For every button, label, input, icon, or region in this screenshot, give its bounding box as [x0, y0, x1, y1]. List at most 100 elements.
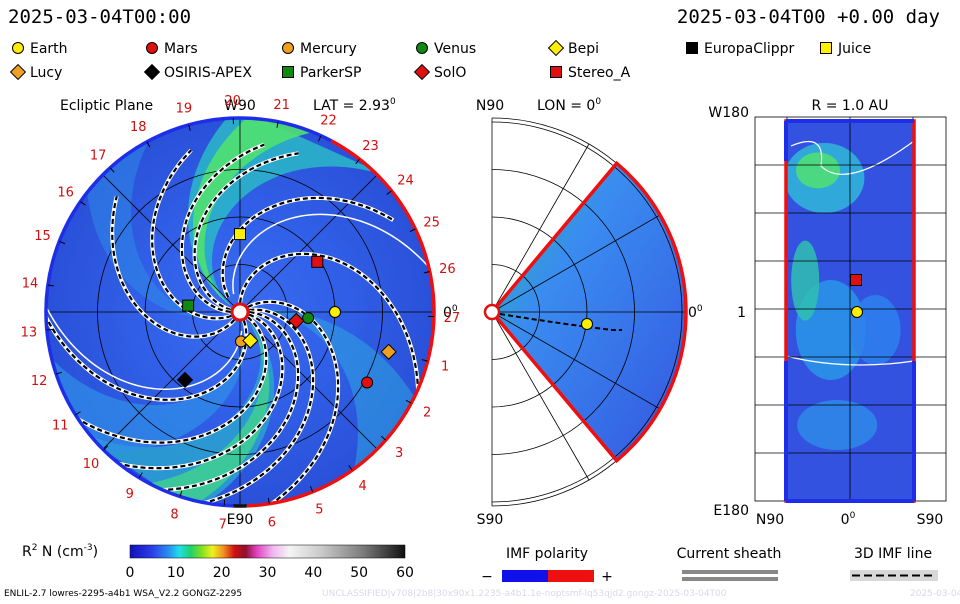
lonlat-body-earth: [852, 307, 863, 318]
lonlat-blob-east: [851, 295, 901, 365]
meridional-lon-label: LON = 00: [537, 97, 601, 114]
lonlat-top-left-label: W180: [708, 105, 749, 121]
legend-entry-osiris-apex: OSIRIS-APEX: [145, 65, 253, 81]
carrington-tick-13: 13: [21, 326, 38, 341]
ecliptic-bottom-label: E90: [227, 512, 254, 528]
carrington-tick-11: 11: [52, 418, 69, 433]
meridional-bottom-label: S90: [477, 512, 504, 528]
legend-label-venus: Venus: [434, 41, 476, 57]
ecliptic-panel: Ecliptic Plane W90 LAT = 2.930 E90 00 20…: [21, 94, 461, 532]
carrington-tick-17: 17: [90, 148, 107, 163]
lonlat-bottom-left-label: E180: [713, 503, 749, 519]
timestamp-right: 2025-03-04T00 +0.00 day: [677, 6, 940, 28]
legend-entry-juice: Juice: [821, 41, 872, 57]
lonlat-panel: R = 1.0 AU W180 1 E180 N90 00 S90: [708, 98, 946, 528]
lonlat-title: R = 1.0 AU: [812, 98, 889, 114]
carrington-tick-22: 22: [320, 113, 337, 128]
current-sheath-title: Current sheath: [677, 546, 782, 562]
legend-marker-solo: [415, 65, 430, 80]
carrington-tick-19: 19: [176, 102, 193, 117]
imf-minus-label: −: [481, 569, 493, 585]
meridional-panel: N90 LON = 00 S90 00: [476, 97, 703, 528]
carrington-tick-24: 24: [397, 174, 414, 189]
legend-entry-venus: Venus: [417, 41, 477, 57]
lonlat-axis-mid: 00: [841, 511, 856, 528]
legend-label-lucy: Lucy: [30, 65, 62, 81]
imf-line-legend: 3D IMF line: [850, 546, 938, 581]
legend-label-solo: SolO: [434, 65, 466, 81]
legend-marker-venus: [417, 43, 428, 54]
imf-line-title: 3D IMF line: [854, 546, 932, 562]
imf-negative-swatch: [502, 570, 548, 582]
sheath-swatch-top: [682, 570, 778, 574]
legend-label-mars: Mars: [164, 41, 198, 57]
sun-marker: [232, 304, 248, 320]
legend-marker-earth: [13, 43, 24, 54]
lonlat-blob-south: [797, 400, 877, 450]
legend-marker-lucy: [11, 65, 26, 80]
timestamp-left: 2025-03-04T00:00: [8, 6, 191, 28]
carrington-tick-25: 25: [423, 215, 440, 230]
lonlat-density-map: [784, 121, 914, 501]
lonlat-axis-right: S90: [917, 512, 944, 528]
carrington-tick-8: 8: [170, 508, 178, 523]
sheath-swatch-bottom: [682, 577, 778, 581]
legend-entry-europaclippr: EuropaClippr: [687, 41, 795, 57]
ecliptic-title: Ecliptic Plane: [60, 98, 153, 114]
carrington-tick-14: 14: [22, 276, 39, 291]
meridional-sun: [485, 305, 499, 319]
legend-entry-stereo-a: Stereo_A: [551, 65, 631, 81]
carrington-tick-9: 9: [126, 487, 134, 502]
legend-entry-solo: SolO: [415, 65, 467, 81]
ecliptic-body-earth: [330, 307, 341, 318]
imf-polarity-legend: IMF polarity − +: [481, 546, 613, 585]
legend-label-parkersp: ParkerSP: [300, 65, 361, 81]
carrington-tick-4: 4: [358, 479, 366, 494]
lonlat-body-stereo-a: [851, 275, 862, 286]
legend-marker-europaclippr: [687, 43, 698, 54]
lonlat-axis-mid-sup: 0: [850, 511, 856, 521]
legend-entry-bepi: Bepi: [549, 41, 599, 57]
colorbar-tick-0: 0: [126, 565, 135, 581]
colorbar-label: R2 N (cm-3): [22, 543, 98, 560]
meridional-lon-sup: 0: [595, 97, 601, 107]
ecliptic-body-stereo-a: [312, 256, 323, 267]
run-watermark: UNCLASSIFIED|v708|2b8|30x90x1.2235-a4b1.…: [322, 589, 727, 599]
legend-label-stereo-a: Stereo_A: [568, 65, 631, 81]
carrington-tickmark-13: [47, 329, 53, 330]
legend-entry-parkersp: ParkerSP: [283, 65, 362, 81]
carrington-tick-27: 27: [444, 311, 461, 326]
legend-marker-osiris-apex: [145, 65, 160, 80]
colorbar-gradient: [130, 545, 405, 558]
legend-label-earth: Earth: [30, 41, 68, 57]
legend-entry-lucy: Lucy: [11, 65, 63, 81]
carrington-tick-16: 16: [57, 185, 74, 200]
lonlat-blob-nw-core: [796, 152, 840, 188]
legend-entry-earth: Earth: [13, 41, 68, 57]
carrington-tick-1: 1: [441, 360, 449, 375]
carrington-tick-5: 5: [315, 503, 323, 518]
carrington-tick-6: 6: [268, 516, 276, 531]
meridional-grid: [492, 118, 686, 506]
ecliptic-body-mars: [362, 377, 373, 388]
ecliptic-body-parkersp: [183, 300, 194, 311]
legend-marker-stereo-a: [551, 67, 562, 78]
meridional-bodies: [582, 319, 593, 330]
imf-positive-swatch: [548, 570, 594, 582]
colorbar-tick-50: 50: [350, 565, 368, 581]
ecliptic-lat-label: LAT = 2.930: [313, 97, 396, 114]
carrington-tick-23: 23: [362, 139, 379, 154]
legend-marker-mars: [147, 43, 158, 54]
meridional-right-label: 00: [688, 304, 703, 321]
legend-marker-mercury: [283, 43, 294, 54]
ecliptic-body-venus: [303, 312, 314, 323]
legend-label-osiris-apex: OSIRIS-APEX: [164, 65, 252, 81]
lonlat-mid-left-label: 1: [737, 305, 746, 321]
colorbar-tick-20: 20: [213, 565, 231, 581]
carrington-tick-10: 10: [83, 457, 100, 472]
legend-label-juice: Juice: [837, 41, 871, 57]
ecliptic-lat-sup: 0: [390, 97, 396, 107]
